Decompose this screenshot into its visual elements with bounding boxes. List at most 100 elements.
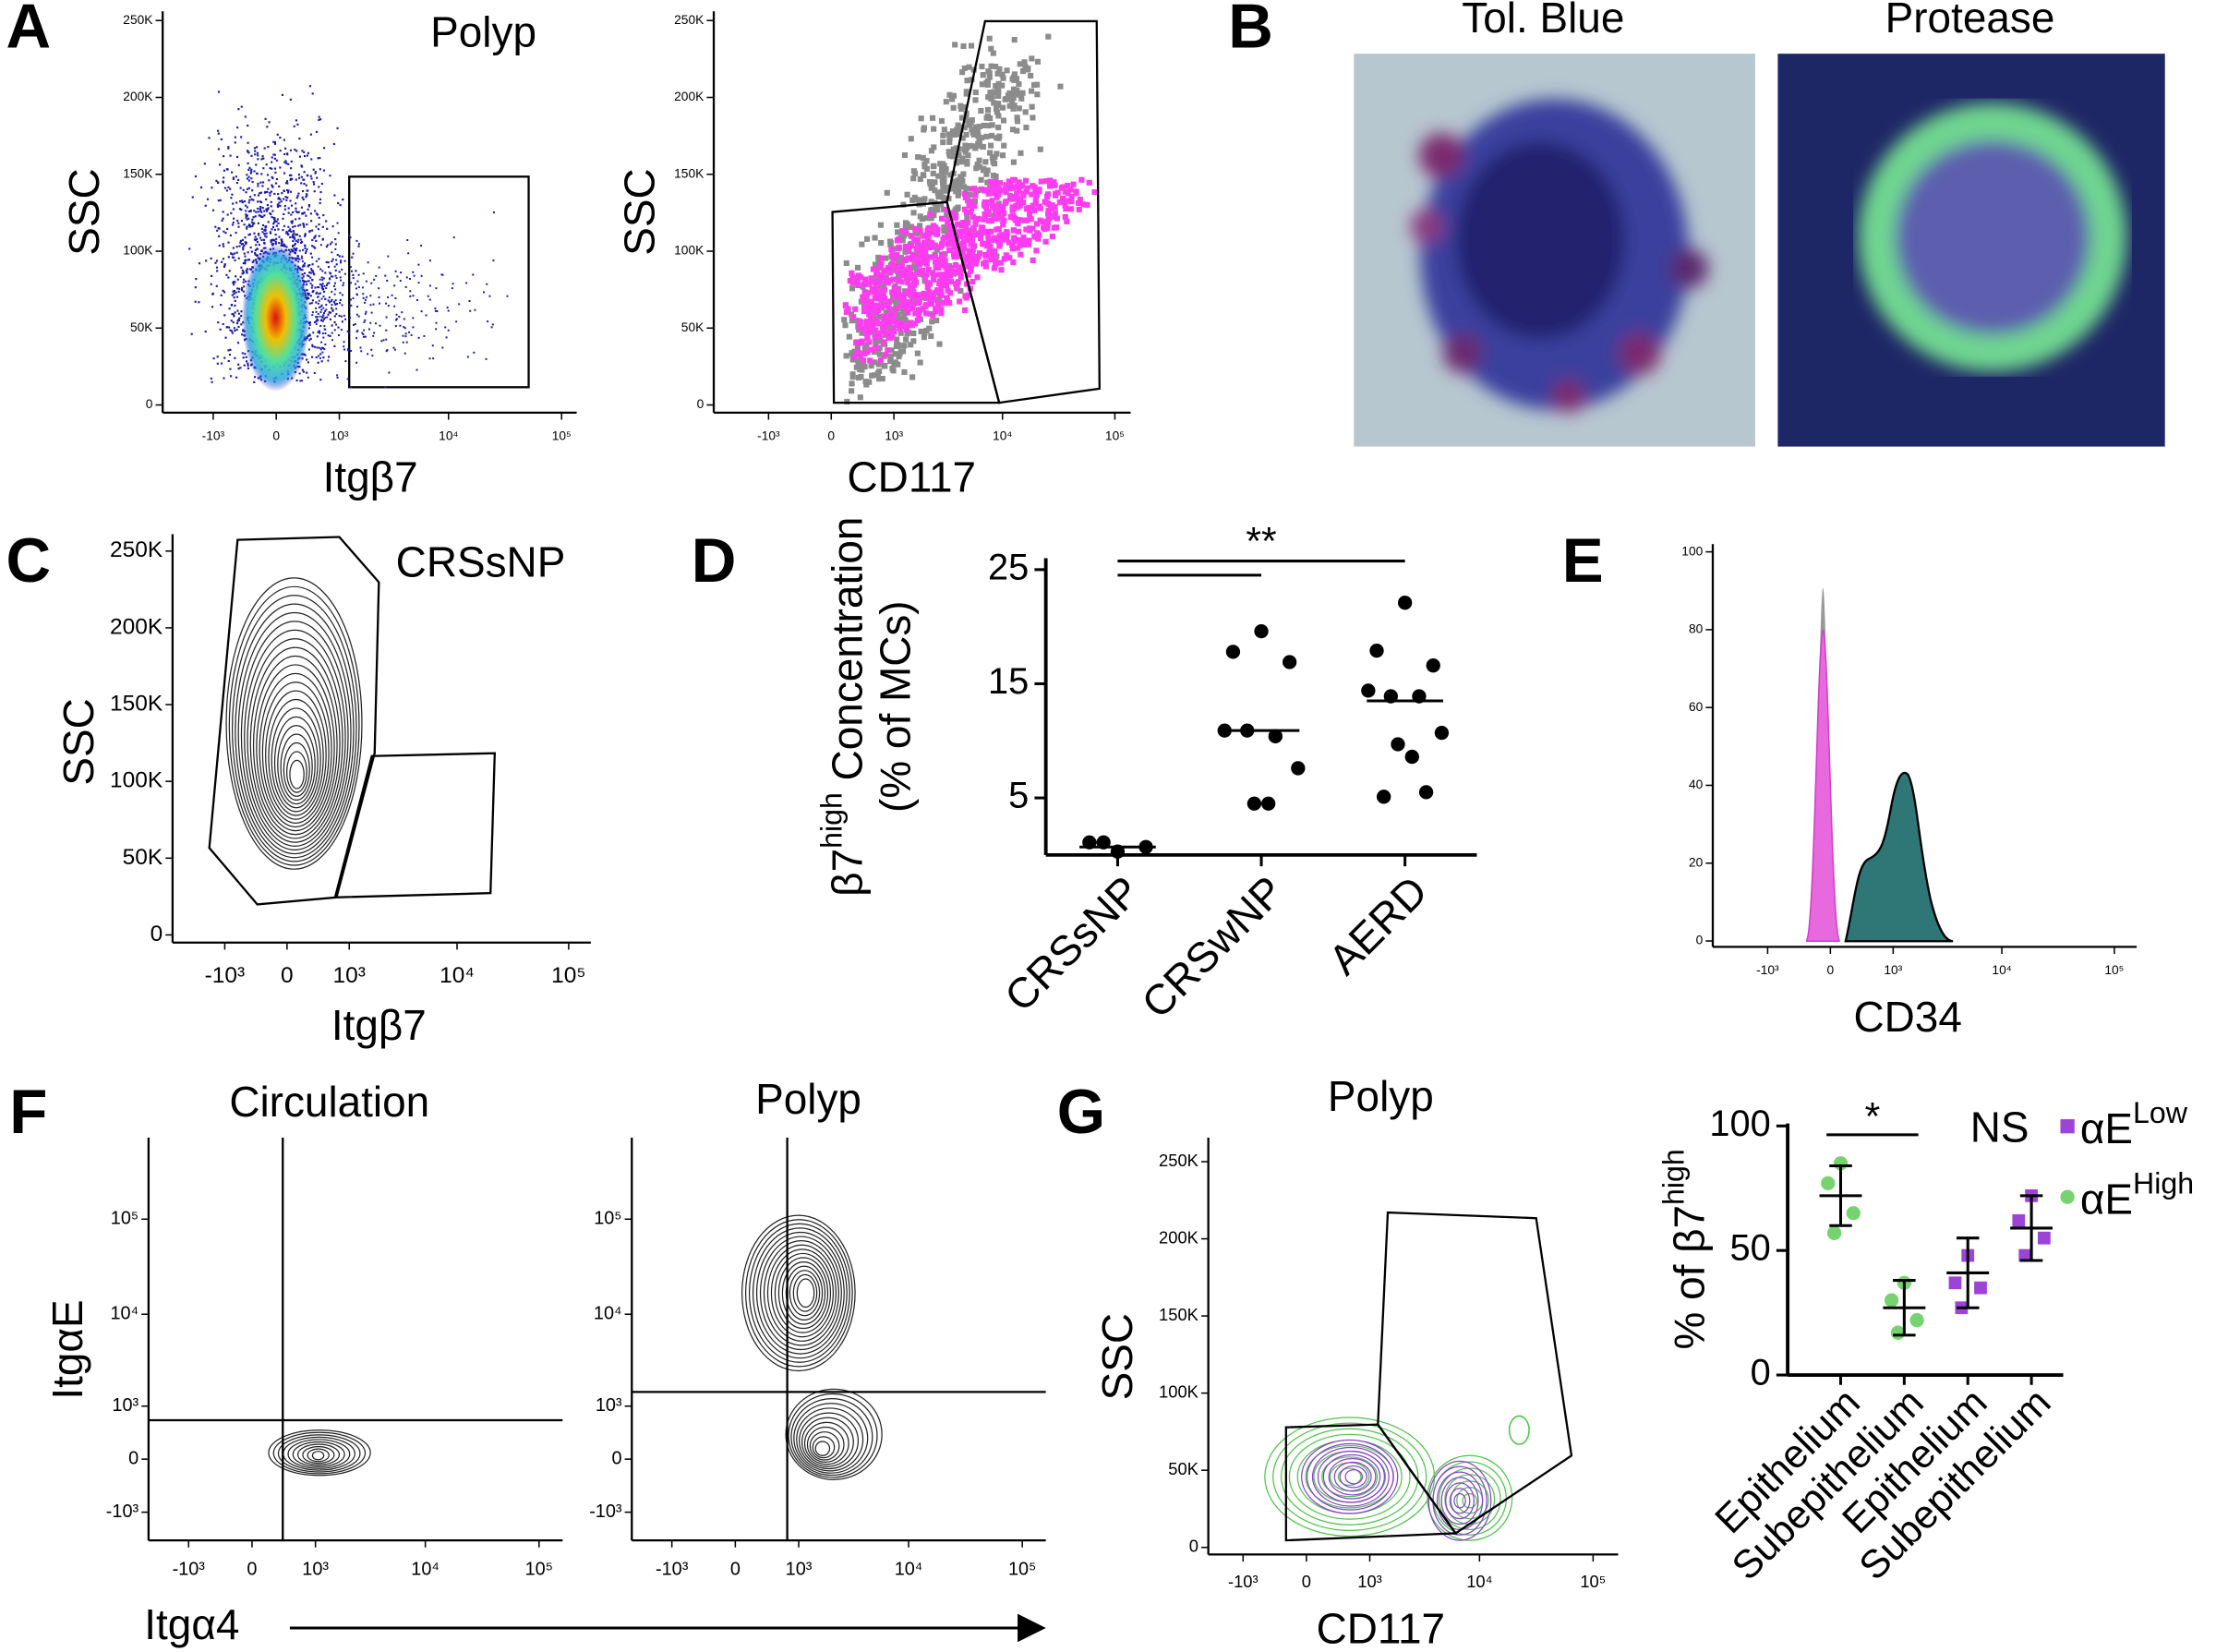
event-dot	[1024, 217, 1030, 223]
event-dot	[893, 351, 898, 356]
event-dot	[342, 284, 343, 286]
y-axis-label: ItgαE	[43, 1299, 91, 1399]
event-dot	[293, 232, 295, 234]
event-dot	[974, 274, 980, 280]
y-tick-label: 150K	[674, 166, 705, 180]
event-dot	[254, 151, 256, 152]
event-dot	[313, 169, 315, 171]
event-dot	[491, 326, 493, 328]
event-dot	[226, 326, 228, 328]
event-dot	[300, 239, 302, 241]
event-dot	[956, 190, 961, 196]
event-dot	[321, 305, 323, 307]
event-dot	[909, 322, 915, 328]
annotation: CRSsNP	[396, 537, 566, 585]
event-dot	[322, 226, 324, 228]
event-dot	[474, 309, 476, 311]
event-dot	[1044, 219, 1050, 224]
decoration	[149, 21, 2165, 1628]
event-dot	[963, 195, 969, 200]
event-dot	[305, 252, 307, 254]
event-dot	[384, 386, 386, 388]
event-dot	[351, 271, 353, 272]
event-dot	[321, 298, 323, 300]
event-dot	[844, 353, 849, 358]
event-dot	[233, 321, 235, 323]
event-dot	[240, 187, 242, 189]
event-dot	[230, 154, 232, 156]
event-dot	[291, 248, 293, 250]
event-dot	[235, 311, 236, 313]
histogram-curve	[1846, 773, 1953, 941]
event-dot	[860, 295, 865, 300]
event-dot	[951, 105, 957, 111]
event-dot	[1003, 97, 1008, 102]
event-dot	[935, 174, 941, 179]
event-dot	[239, 200, 241, 202]
event-dot	[221, 362, 223, 364]
event-dot	[289, 199, 291, 201]
y-tick-label: 50K	[123, 845, 163, 870]
y-tick-label: 60	[1689, 700, 1704, 714]
y-axis-label: SSC	[60, 168, 108, 255]
event-dot	[409, 290, 411, 292]
event-dot	[403, 342, 404, 344]
event-dot	[873, 334, 878, 340]
event-dot	[247, 234, 249, 235]
event-dot	[370, 283, 372, 284]
event-dot	[247, 251, 249, 253]
event-dot	[251, 222, 253, 223]
event-dot	[319, 168, 321, 170]
event-dot	[912, 310, 918, 316]
event-dot	[394, 297, 396, 299]
event-dot	[284, 209, 286, 211]
event-dot	[247, 363, 248, 365]
event-dot	[872, 289, 877, 295]
event-dot	[307, 377, 309, 379]
y-axis-label: SSC	[616, 168, 664, 255]
event-dot	[307, 190, 308, 192]
event-dot	[263, 239, 265, 241]
chart-title: Polyp	[1328, 1072, 1434, 1120]
y-tick-label: 100K	[110, 768, 163, 793]
event-dot	[235, 137, 236, 139]
y-tick-label: 250K	[110, 537, 163, 562]
event-dot	[322, 214, 324, 216]
event-dot	[228, 326, 230, 328]
event-dot	[266, 191, 268, 193]
event-dot	[910, 210, 916, 215]
event-dot	[1008, 195, 1014, 200]
event-dot	[987, 150, 993, 155]
event-dot	[216, 267, 218, 269]
event-dot	[257, 158, 259, 160]
contours	[226, 578, 362, 869]
event-dot	[339, 315, 341, 317]
event-dot	[330, 272, 331, 274]
contours	[1265, 1416, 1529, 1540]
event-dot	[922, 274, 928, 280]
event-dot	[274, 229, 276, 231]
event-dot	[472, 273, 474, 275]
event-dot	[233, 222, 235, 223]
event-dot	[393, 284, 395, 286]
event-dot	[405, 286, 407, 288]
y-tick-label: 50	[1730, 1228, 1771, 1269]
event-dot	[996, 243, 1002, 248]
event-dot	[235, 175, 237, 177]
event-dot	[236, 322, 238, 324]
event-dot	[320, 309, 322, 311]
event-dot	[301, 150, 303, 151]
event-dot	[1027, 227, 1032, 233]
event-dot	[264, 235, 266, 236]
event-dot	[252, 199, 254, 201]
event-dot	[264, 147, 266, 149]
event-dot	[328, 334, 330, 336]
event-dot	[273, 217, 275, 219]
event-dot	[331, 251, 332, 253]
event-dot	[979, 187, 984, 192]
event-dot	[1041, 224, 1046, 230]
event-dot	[964, 254, 970, 259]
event-dot	[331, 291, 332, 293]
event-dot	[403, 326, 404, 328]
